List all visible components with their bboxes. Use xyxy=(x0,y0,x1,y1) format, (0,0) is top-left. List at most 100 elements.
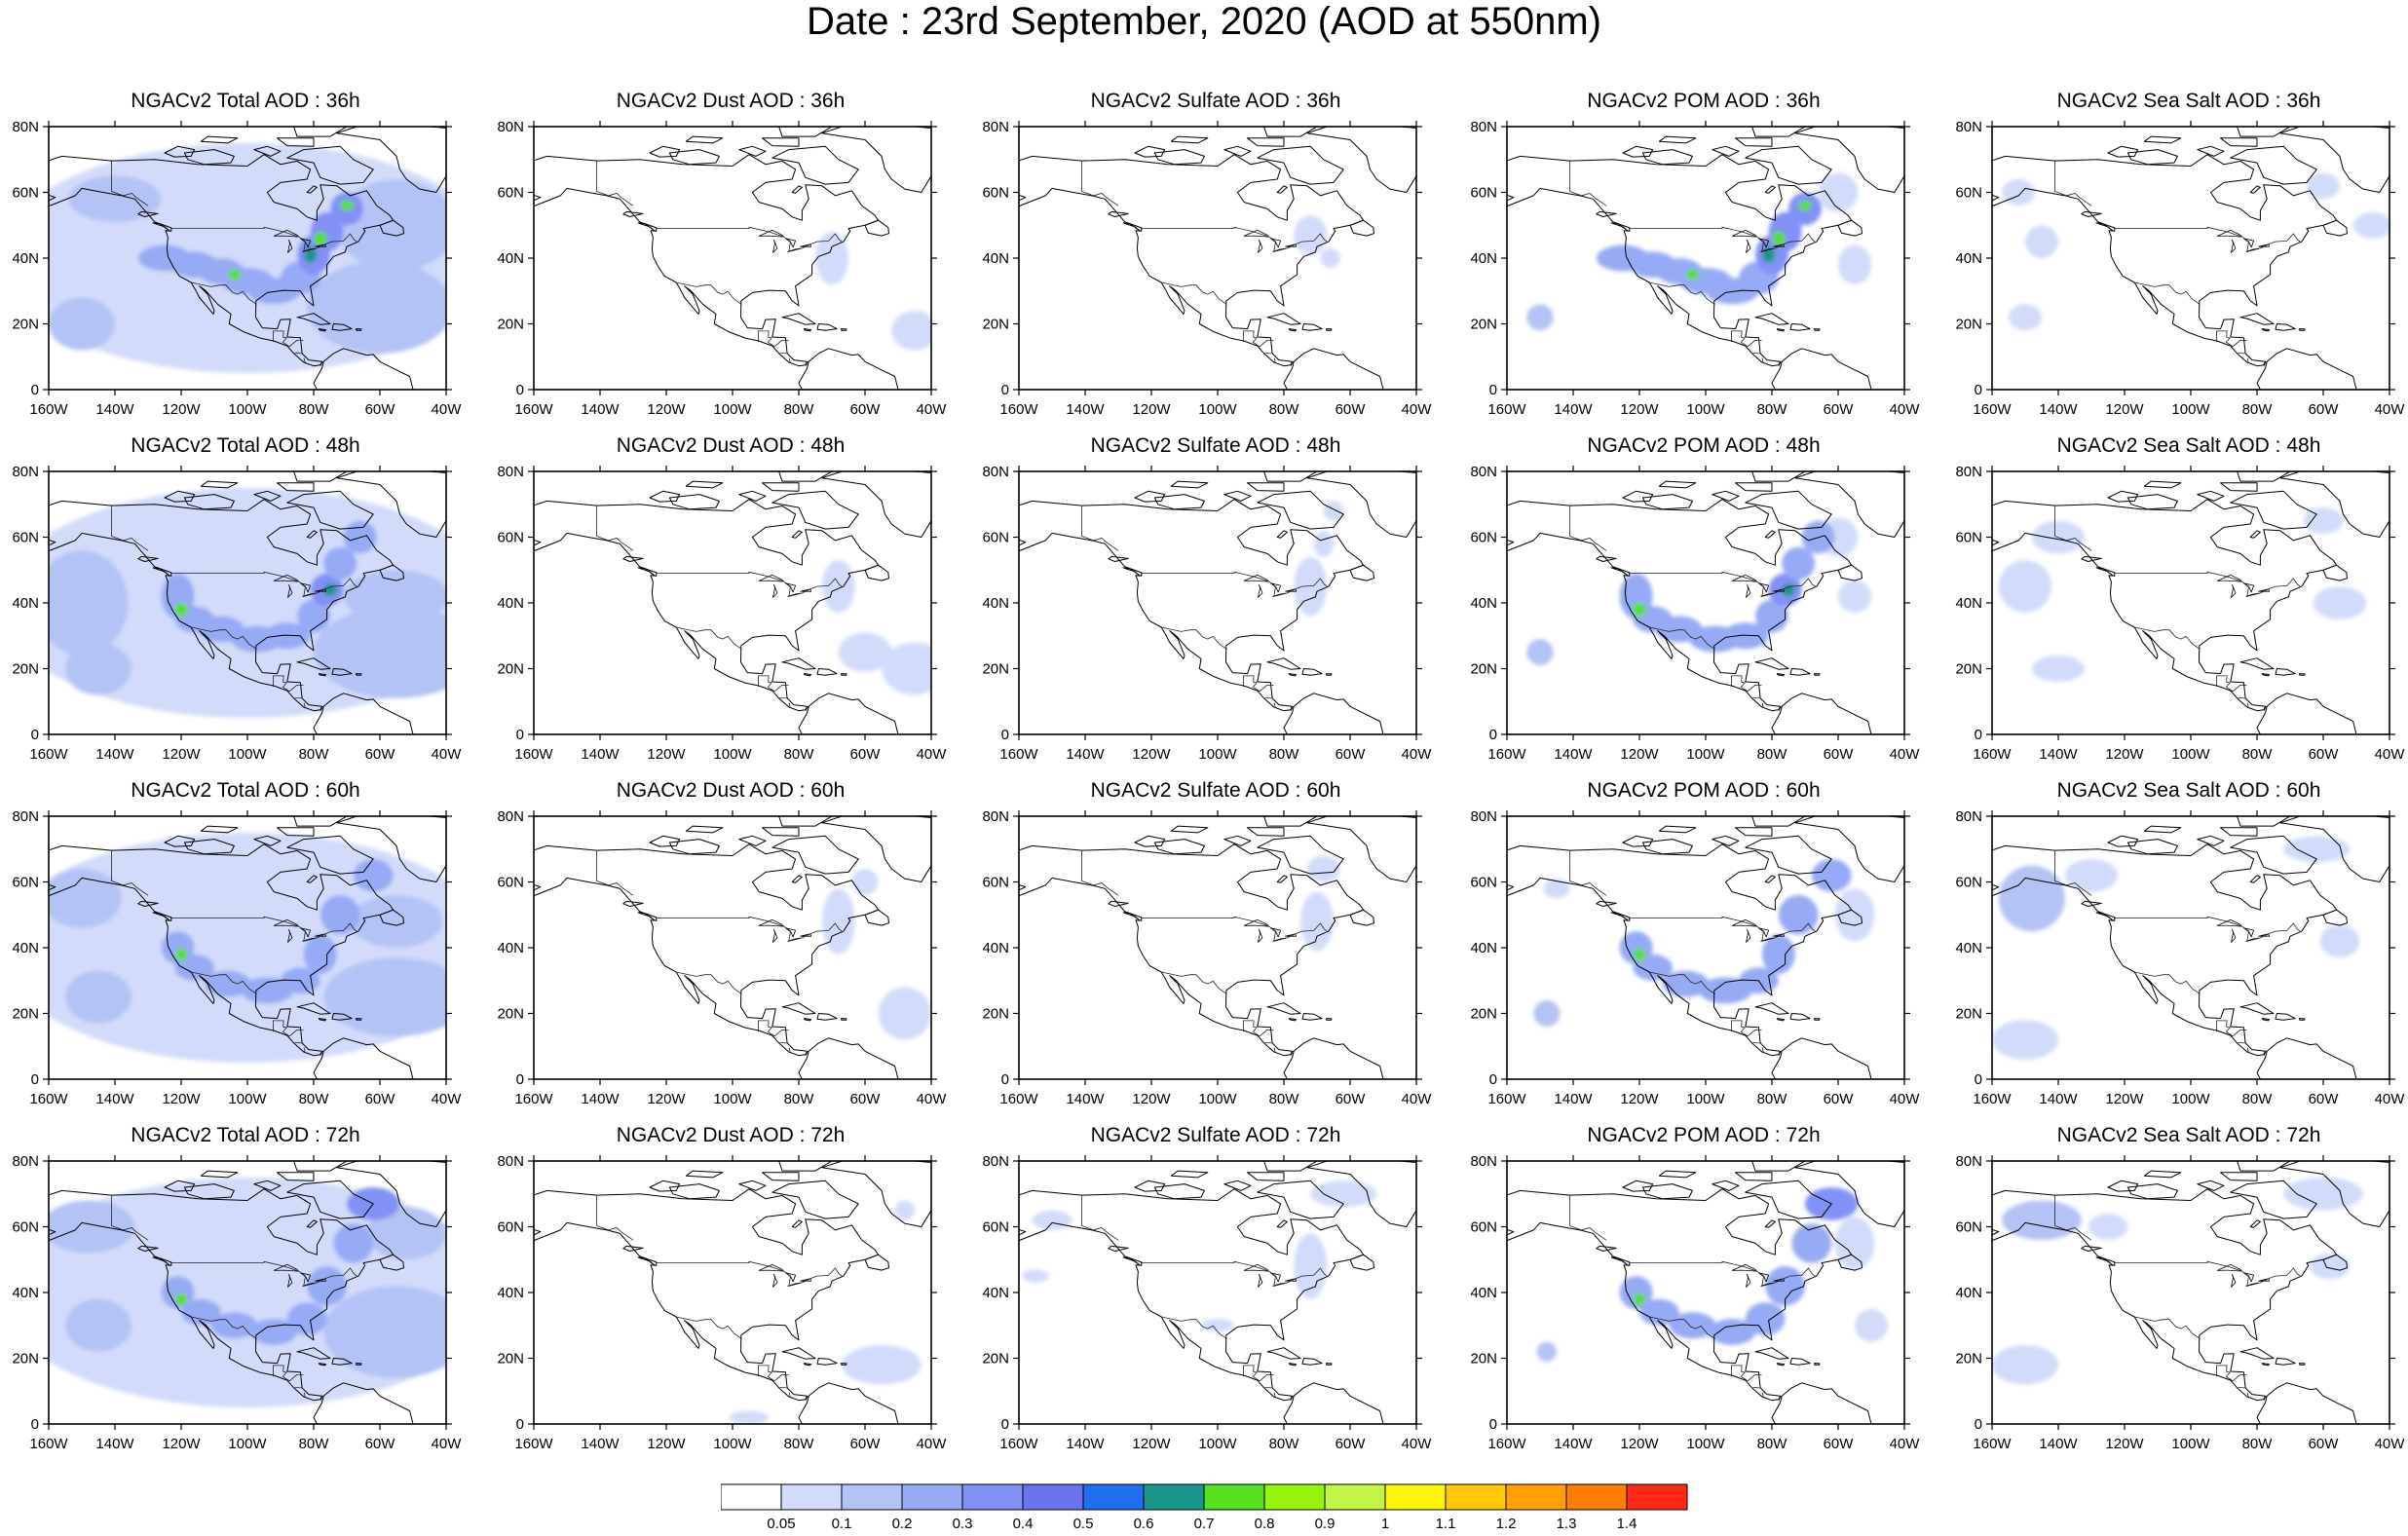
aod-field xyxy=(851,869,879,895)
political-borders xyxy=(596,161,843,366)
panel-title: NGACv2 Dust AOD : 48h xyxy=(616,434,846,457)
lat-tick-label: 20N xyxy=(1955,317,1982,333)
lat-tick-label: 40N xyxy=(1955,250,1982,267)
coastlines xyxy=(1019,471,1416,734)
aod-field xyxy=(2310,1253,2351,1280)
lat-tick-label: 80N xyxy=(1955,1153,1982,1170)
lon-tick-label: 100W xyxy=(228,746,267,763)
lat-tick-label: 20N xyxy=(1470,661,1497,678)
map-panel-seasalt-72h: NGACv2 Sea Salt AOD : 72h 160W 140W 120W 100… xyxy=(1943,1124,2408,1469)
lat-tick-label: 80N xyxy=(1470,1153,1497,1170)
coastlines xyxy=(1019,1161,1416,1424)
lon-tick-label: 120W xyxy=(1620,1091,1659,1107)
lon-tick-label: 140W xyxy=(581,1436,620,1452)
lat-tick-label: 80N xyxy=(982,1153,1009,1170)
political-borders xyxy=(596,850,843,1056)
lat-tick-label: 60N xyxy=(982,185,1009,202)
aod-field xyxy=(350,895,443,948)
lat-tick-label: 40N xyxy=(497,940,524,956)
lat-tick-label: 40N xyxy=(497,1285,524,1301)
aod-field xyxy=(1798,200,1812,211)
lon-tick-label: 140W xyxy=(2039,1091,2078,1107)
panel-title: NGACv2 Sulfate AOD : 36h xyxy=(1090,90,1341,112)
aod-field xyxy=(174,948,188,960)
aod-field xyxy=(227,269,242,280)
aod-field xyxy=(1834,888,1875,942)
map-panel-sulfate-72h: NGACv2 Sulfate AOD : 72h 160W 140W 120W 100W… xyxy=(970,1124,1451,1469)
map-panel-dust-60h: NGACv2 Dust AOD : 60h 160W 140W 120W 100W 80W… xyxy=(485,779,966,1124)
panel-title: NGACv2 Total AOD : 60h xyxy=(131,779,360,802)
lon-tick-label: 100W xyxy=(2171,1436,2210,1452)
map-panel-grid: NGACv2 Total AOD : 36h 160W 140W 120W 100W 80… xyxy=(12,90,2405,1452)
lon-tick-label: 40W xyxy=(1890,401,1921,418)
aod-field xyxy=(181,1298,221,1326)
lon-tick-label: 120W xyxy=(1620,1436,1659,1452)
lat-tick-label: 20N xyxy=(12,317,39,333)
lon-tick-label: 40W xyxy=(917,1436,948,1452)
panel-title: NGACv2 POM AOD : 72h xyxy=(1587,1124,1821,1146)
aod-map: 160W 140W 120W 100W 80W 60W 40W 0 20N 40N 60N 80N xyxy=(1470,808,1920,1107)
map-panel-pom-48h: NGACv2 POM AOD : 48h 160W 140W 120W 100W 80W 6… xyxy=(1458,434,1939,779)
lon-tick-label: 140W xyxy=(1554,1091,1593,1107)
lon-tick-label: 140W xyxy=(1066,746,1105,763)
lon-tick-label: 140W xyxy=(581,746,620,763)
lon-tick-label: 80W xyxy=(2242,401,2274,418)
lon-tick-label: 80W xyxy=(1757,746,1788,763)
lat-tick-label: 40N xyxy=(982,595,1009,612)
aod-field xyxy=(1745,1302,1786,1335)
lat-tick-label: 80N xyxy=(1955,464,1982,480)
lon-tick-label: 160W xyxy=(1973,1436,2012,1452)
lon-tick-label: 40W xyxy=(432,746,463,763)
lat-tick-label: 20N xyxy=(982,317,1009,333)
lon-tick-label: 40W xyxy=(917,401,948,418)
colorbar-swatch xyxy=(1143,1483,1205,1511)
lat-tick-label: 60N xyxy=(1470,875,1497,891)
lat-tick-label: 60N xyxy=(12,530,39,546)
lon-tick-label: 60W xyxy=(365,401,396,418)
lon-tick-label: 80W xyxy=(784,401,815,418)
lat-tick-label: 20N xyxy=(12,1351,39,1367)
lon-tick-label: 100W xyxy=(713,401,752,418)
lon-tick-label: 80W xyxy=(1269,401,1300,418)
panel-title: NGACv2 Sea Salt AOD : 48h xyxy=(2056,434,2321,457)
aod-field xyxy=(264,622,311,650)
lon-tick-label: 160W xyxy=(514,401,553,418)
aod-field xyxy=(1294,1233,1328,1299)
aod-field xyxy=(174,603,188,617)
aod-field xyxy=(1313,530,1334,557)
aod-map: 160W 140W 120W 100W 80W 60W 40W 0 20N 40N 60N 80N xyxy=(497,119,948,418)
lat-tick-label: 0 xyxy=(1975,727,1982,743)
lon-tick-label: 80W xyxy=(784,1091,815,1107)
aod-field xyxy=(2319,924,2360,958)
aod-field xyxy=(894,1200,915,1220)
lat-tick-label: 80N xyxy=(12,808,39,825)
aod-field xyxy=(1526,639,1554,666)
lat-tick-label: 60N xyxy=(497,1219,524,1236)
political-borders xyxy=(1569,850,1816,1056)
colorbar-swatch xyxy=(841,1483,903,1511)
colorbar-label: 1.2 xyxy=(1496,1516,1517,1531)
aod-field xyxy=(303,934,337,975)
lon-tick-label: 160W xyxy=(1973,1091,2012,1107)
lat-tick-label: 20N xyxy=(12,1006,39,1023)
aod-field xyxy=(1818,172,1859,212)
aod-field xyxy=(729,1410,770,1424)
colorbar-label: 0.1 xyxy=(832,1516,852,1531)
lon-tick-label: 100W xyxy=(1198,401,1237,418)
lon-tick-label: 120W xyxy=(2105,746,2144,763)
aod-field xyxy=(65,1298,132,1352)
aod-field xyxy=(49,869,122,928)
aod-field xyxy=(2313,586,2367,619)
lon-tick-label: 160W xyxy=(999,401,1038,418)
lon-tick-label: 100W xyxy=(713,1091,752,1107)
coastlines xyxy=(1992,471,2389,734)
aod-field xyxy=(1633,948,1646,960)
coastlines xyxy=(534,1161,931,1424)
lat-tick-label: 0 xyxy=(516,1071,524,1088)
lat-tick-label: 40N xyxy=(12,1285,39,1301)
aod-field xyxy=(2283,836,2351,863)
political-borders xyxy=(1081,161,1328,366)
aod-field xyxy=(2088,1214,2128,1240)
aod-field xyxy=(1633,603,1646,617)
lon-tick-label: 80W xyxy=(299,401,330,418)
